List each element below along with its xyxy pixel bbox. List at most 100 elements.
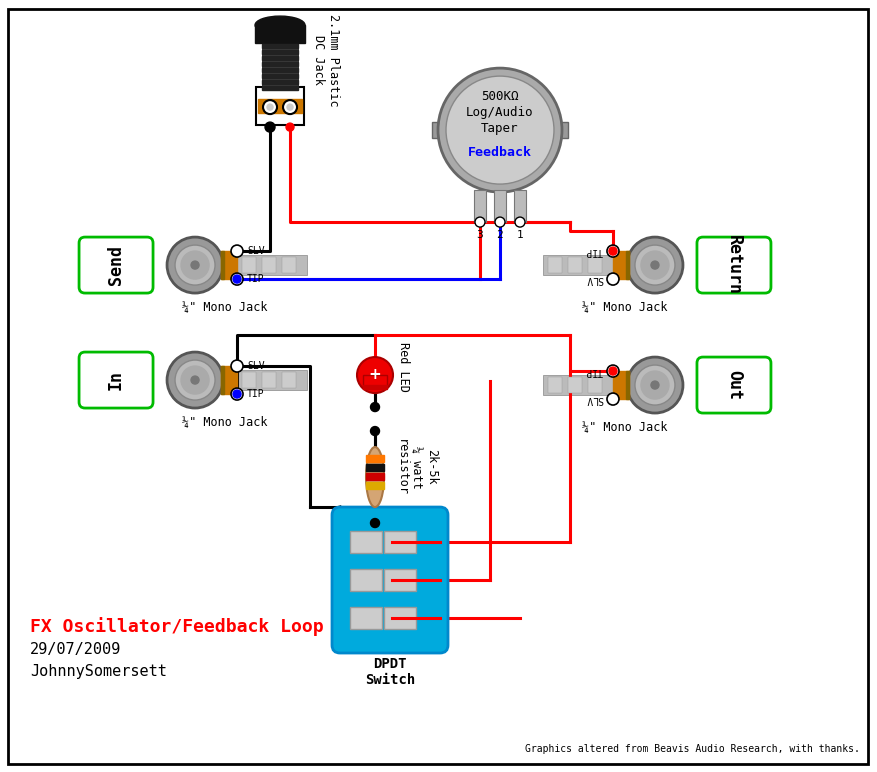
Circle shape	[607, 365, 619, 377]
Text: In: In	[107, 370, 125, 390]
Text: ¼" Mono Jack: ¼" Mono Jack	[582, 300, 667, 313]
Bar	[262, 40, 298, 90]
Text: ¼" Mono Jack: ¼" Mono Jack	[182, 300, 267, 313]
Circle shape	[370, 402, 380, 411]
Bar	[384, 607, 416, 629]
Text: 1: 1	[517, 230, 524, 240]
Bar	[255, 25, 305, 43]
Circle shape	[231, 245, 243, 257]
Bar	[262, 56, 298, 60]
Bar	[350, 531, 382, 553]
Circle shape	[438, 68, 562, 192]
Bar	[588, 377, 602, 393]
Bar	[366, 482, 384, 489]
Circle shape	[635, 245, 675, 285]
Bar	[350, 569, 382, 591]
Circle shape	[187, 372, 203, 388]
Bar	[366, 455, 384, 462]
Bar	[613, 251, 629, 279]
FancyBboxPatch shape	[697, 237, 771, 293]
Text: TIP: TIP	[585, 366, 603, 376]
Bar	[237, 255, 307, 275]
Circle shape	[167, 237, 223, 293]
Circle shape	[233, 390, 241, 398]
Bar	[366, 473, 384, 480]
Circle shape	[495, 217, 505, 227]
Bar	[568, 257, 582, 273]
Circle shape	[651, 381, 659, 389]
Text: ¼" Mono Jack: ¼" Mono Jack	[582, 420, 667, 433]
Circle shape	[607, 245, 619, 257]
Bar	[262, 372, 276, 388]
Bar	[282, 257, 296, 273]
Bar	[548, 257, 562, 273]
FancyBboxPatch shape	[332, 507, 448, 653]
Bar	[237, 370, 307, 390]
Text: 2: 2	[496, 230, 503, 240]
Bar	[514, 190, 526, 222]
Circle shape	[181, 366, 209, 394]
Text: SLV: SLV	[585, 274, 603, 284]
Text: TIP: TIP	[247, 274, 265, 284]
Bar	[282, 372, 296, 388]
Circle shape	[357, 357, 393, 393]
Circle shape	[647, 377, 663, 393]
Text: Red LED: Red LED	[397, 342, 410, 392]
Circle shape	[231, 388, 243, 400]
Circle shape	[175, 360, 215, 400]
Bar	[221, 366, 237, 394]
Bar	[242, 372, 256, 388]
FancyBboxPatch shape	[79, 352, 153, 408]
Bar	[494, 190, 506, 222]
Bar	[543, 255, 613, 275]
Text: Return: Return	[725, 235, 743, 295]
Bar	[242, 257, 256, 273]
Circle shape	[231, 360, 243, 372]
Text: +: +	[368, 367, 381, 381]
FancyBboxPatch shape	[697, 357, 771, 413]
Bar	[363, 385, 387, 389]
Bar	[363, 375, 387, 387]
Text: TIP: TIP	[247, 389, 265, 399]
Bar	[221, 251, 224, 279]
Bar	[262, 257, 276, 273]
Circle shape	[265, 122, 275, 132]
Bar	[350, 607, 382, 629]
Circle shape	[231, 273, 243, 285]
Text: 2.1mm Plastic
DC Jack: 2.1mm Plastic DC Jack	[312, 14, 340, 107]
Circle shape	[446, 76, 554, 184]
Bar	[432, 122, 448, 138]
Circle shape	[609, 247, 617, 255]
Circle shape	[263, 100, 277, 114]
Circle shape	[641, 251, 669, 279]
Text: ¼" Mono Jack: ¼" Mono Jack	[182, 415, 267, 428]
Circle shape	[187, 257, 203, 273]
Bar	[384, 531, 416, 553]
Circle shape	[635, 365, 675, 405]
Bar	[262, 74, 298, 78]
Text: Feedback: Feedback	[468, 146, 532, 158]
Circle shape	[370, 519, 380, 527]
Circle shape	[627, 237, 683, 293]
Circle shape	[627, 357, 683, 413]
Circle shape	[233, 247, 241, 255]
Bar	[262, 68, 298, 72]
Bar	[626, 251, 629, 279]
Circle shape	[191, 261, 199, 269]
Bar	[474, 190, 486, 222]
Ellipse shape	[366, 447, 384, 507]
Text: JohnnySomersett: JohnnySomersett	[30, 664, 167, 679]
Text: Graphics altered from Beavis Audio Research, with thanks.: Graphics altered from Beavis Audio Resea…	[525, 744, 860, 754]
Circle shape	[167, 352, 223, 408]
Circle shape	[475, 217, 485, 227]
Bar	[552, 122, 568, 138]
FancyBboxPatch shape	[79, 237, 153, 293]
Ellipse shape	[255, 16, 305, 34]
Circle shape	[175, 245, 215, 285]
Bar	[258, 99, 302, 113]
Bar	[221, 251, 237, 279]
Bar	[221, 366, 224, 394]
Bar	[543, 375, 613, 395]
Bar	[262, 86, 298, 90]
Bar	[548, 377, 562, 393]
